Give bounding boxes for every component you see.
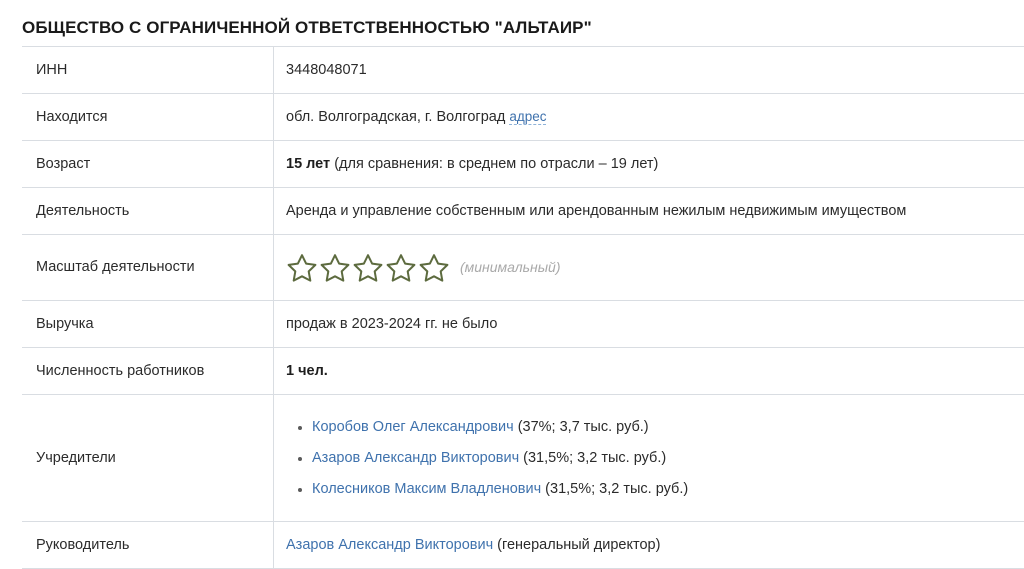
founder-link[interactable]: Коробов Олег Александрович <box>312 419 514 435</box>
star-icon <box>418 252 450 283</box>
table-row-activity: Деятельность Аренда и управление собстве… <box>22 188 1024 235</box>
row-value-inn: 3448048071 <box>274 47 1024 94</box>
row-label-activity: Деятельность <box>22 188 274 235</box>
table-row-director: Руководитель Азаров Александр Викторович… <box>22 522 1024 569</box>
staff-count: 1 чел. <box>286 363 328 379</box>
row-value-scale: (минимальный) <box>274 235 1024 301</box>
company-info-table: ИНН 3448048071 Находится обл. Волгоградс… <box>22 46 1024 569</box>
row-value-location: обл. Волгоградская, г. Волгоград адрес <box>274 94 1024 141</box>
founder-share: (31,5%; 3,2 тыс. руб.) <box>519 450 666 466</box>
row-value-revenue: продаж в 2023-2024 гг. не было <box>274 301 1024 348</box>
founder-link[interactable]: Азаров Александр Викторович <box>312 450 519 466</box>
age-value: 15 лет <box>286 156 330 172</box>
table-row-age: Возраст 15 лет (для сравнения: в среднем… <box>22 141 1024 188</box>
star-rating <box>286 252 450 283</box>
row-value-staff: 1 чел. <box>274 348 1024 395</box>
row-value-activity: Аренда и управление собственным или арен… <box>274 188 1024 235</box>
star-icon <box>352 252 384 283</box>
star-icon <box>286 252 318 283</box>
founder-share: (37%; 3,7 тыс. руб.) <box>514 419 649 435</box>
row-label-founders: Учредители <box>22 395 274 522</box>
founder-share: (31,5%; 3,2 тыс. руб.) <box>541 481 688 497</box>
row-label-revenue: Выручка <box>22 301 274 348</box>
row-label-staff: Численность работников <box>22 348 274 395</box>
row-value-age: 15 лет (для сравнения: в среднем по отра… <box>274 141 1024 188</box>
list-item: Колесников Максим Владленович (31,5%; 3,… <box>312 480 1024 499</box>
founders-list: Коробов Олег Александрович (37%; 3,7 тыс… <box>286 418 1024 499</box>
director-position: (генеральный директор) <box>497 537 660 553</box>
row-value-founders: Коробов Олег Александрович (37%; 3,7 тыс… <box>274 395 1024 522</box>
row-value-director: Азаров Александр Викторович (генеральный… <box>274 522 1024 569</box>
scale-note: (минимальный) <box>460 258 560 277</box>
table-row-revenue: Выручка продаж в 2023-2024 гг. не было <box>22 301 1024 348</box>
table-row-founders: Учредители Коробов Олег Александрович (3… <box>22 395 1024 522</box>
row-label-age: Возраст <box>22 141 274 188</box>
director-link[interactable]: Азаров Александр Викторович <box>286 537 493 553</box>
star-icon <box>385 252 417 283</box>
table-row-scale: Масштаб деятельности (минимальный) <box>22 235 1024 301</box>
address-link[interactable]: адрес <box>509 109 546 125</box>
table-row-location: Находится обл. Волгоградская, г. Волгогр… <box>22 94 1024 141</box>
age-comparison: (для сравнения: в среднем по отрасли – 1… <box>334 156 658 172</box>
row-label-director: Руководитель <box>22 522 274 569</box>
founder-link[interactable]: Колесников Максим Владленович <box>312 481 541 497</box>
company-info-page: ОБЩЕСТВО С ОГРАНИЧЕННОЙ ОТВЕТСТВЕННОСТЬЮ… <box>0 0 1024 456</box>
row-label-location: Находится <box>22 94 274 141</box>
list-item: Коробов Олег Александрович (37%; 3,7 тыс… <box>312 418 1024 437</box>
row-label-inn: ИНН <box>22 47 274 94</box>
table-row-inn: ИНН 3448048071 <box>22 47 1024 94</box>
row-label-scale: Масштаб деятельности <box>22 235 274 301</box>
page-title: ОБЩЕСТВО С ОГРАНИЧЕННОЙ ОТВЕТСТВЕННОСТЬЮ… <box>22 17 592 39</box>
table-row-staff: Численность работников 1 чел. <box>22 348 1024 395</box>
star-icon <box>319 252 351 283</box>
list-item: Азаров Александр Викторович (31,5%; 3,2 … <box>312 449 1024 468</box>
location-text: обл. Волгоградская, г. Волгоград <box>286 109 505 125</box>
